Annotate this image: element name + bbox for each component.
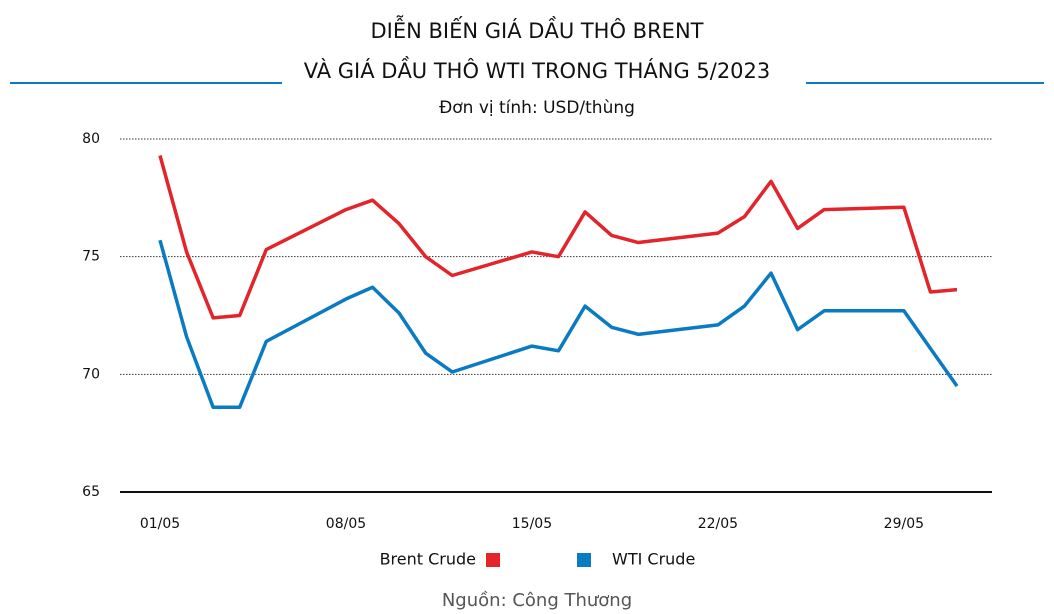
x-tick-label: 15/05 xyxy=(512,516,552,532)
x-tick-label: 29/05 xyxy=(884,516,924,532)
source: Nguồn: Công Thương xyxy=(442,590,632,611)
x-tick-label: 22/05 xyxy=(698,516,738,532)
legend-swatch xyxy=(577,553,591,567)
series-line xyxy=(158,155,958,320)
subtitle: Đơn vị tính: USD/thùng xyxy=(439,98,635,118)
chart-title: DIỄN BIẾN GIÁ DẦU THÔ BRENT xyxy=(371,14,704,43)
legend-label: Brent Crude xyxy=(380,550,476,569)
y-tick-label: 80 xyxy=(82,131,100,147)
y-tick-label: 70 xyxy=(82,366,100,382)
y-tick-label: 65 xyxy=(82,484,100,500)
chart-title-line2: VÀ GIÁ DẦU THÔ WTI TRONG THÁNG 5/2023 xyxy=(304,56,771,83)
series-line xyxy=(158,239,959,410)
y-tick-label: 75 xyxy=(82,249,100,265)
x-tick-label: 08/05 xyxy=(326,516,366,532)
x-tick-label: 01/05 xyxy=(140,516,180,532)
legend-swatch xyxy=(486,553,500,567)
legend-label: WTI Crude xyxy=(612,550,695,569)
